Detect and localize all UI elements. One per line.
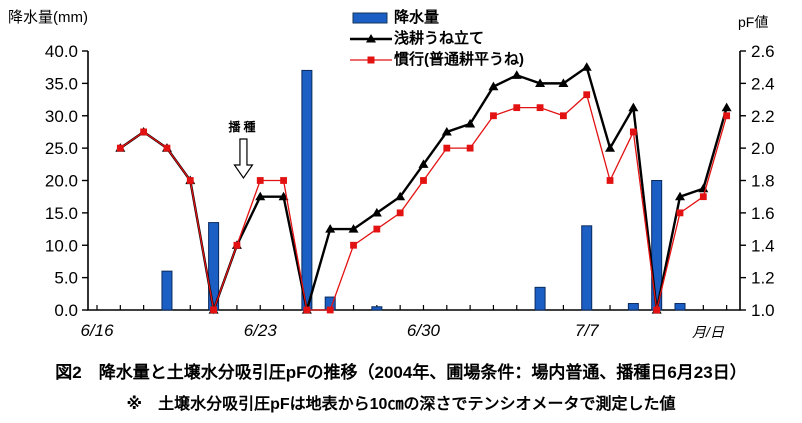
square-marker — [653, 306, 661, 314]
right-axis-tick-label: 1.8 — [751, 172, 775, 191]
x-axis-tick-label: 6/23 — [244, 321, 278, 340]
square-marker — [420, 177, 427, 184]
triangle-marker — [278, 191, 289, 201]
right-axis-tick-label: 1.4 — [751, 236, 775, 255]
square-marker — [583, 91, 591, 99]
square-marker — [629, 128, 637, 136]
rainfall-swatch-rect — [352, 12, 388, 24]
legend: 降水量 浅耕うね立て 慣行(普通耕平うね) — [350, 8, 524, 70]
triangle-marker — [581, 62, 592, 71]
plot-area: 0.0 5.0 10.0 15.0 20.0 25.0 30.0 35.0 40.0 1.0 1.2… — [45, 42, 775, 340]
square-marker — [233, 241, 241, 249]
triangle-marker — [721, 102, 732, 112]
left-axis-tick-label: 35.0 — [45, 74, 78, 93]
triangle-marker — [371, 207, 382, 217]
square-marker — [536, 104, 544, 112]
left-axis-tick-label: 20.0 — [45, 172, 78, 191]
square-marker-sample — [367, 56, 375, 64]
square-marker — [513, 104, 521, 112]
left-axis-tick-label: 15.0 — [45, 204, 78, 223]
rainfall-pf-chart: 0.0 5.0 10.0 15.0 20.0 25.0 30.0 35.0 40.0 1.0 1.2… — [45, 42, 775, 340]
square-marker — [186, 177, 194, 184]
triangle-marker — [605, 143, 616, 152]
square-marker — [373, 225, 381, 233]
square-marker — [350, 241, 357, 249]
triangle-marker — [348, 224, 359, 233]
right-axis-title: pF値 — [738, 14, 769, 30]
triangle-marker — [675, 191, 685, 201]
rain-bar — [371, 306, 383, 311]
left-axis-tick-label: 30.0 — [45, 107, 78, 126]
left-axis-tick-label: 10.0 — [45, 236, 78, 255]
left-axis-tick-label: 0.0 — [54, 301, 78, 320]
square-marker — [466, 144, 474, 152]
black-triangle-line-swatch-icon — [350, 34, 392, 43]
square-marker — [606, 177, 614, 184]
triangle-marker — [535, 78, 546, 87]
legend-item-shallow-tillage: 浅耕うね立て — [350, 29, 524, 49]
triangle-marker — [488, 81, 499, 91]
left-axis-tick-label: 25.0 — [45, 139, 78, 158]
rain-bar — [674, 303, 686, 311]
rain-bar — [534, 286, 546, 311]
right-axis-tick-label: 2.4 — [751, 74, 775, 93]
legend-item-rainfall: 降水量 — [350, 8, 524, 28]
triangle-marker — [395, 191, 406, 201]
sowing-down-arrow-icon — [233, 138, 254, 180]
right-axis-tick-label: 1.0 — [751, 301, 775, 320]
legend-label-rainfall: 降水量 — [394, 9, 440, 26]
triangle-marker — [511, 70, 522, 79]
x-axis-unit-label: 月/日 — [692, 324, 724, 340]
figure-caption-title: 図2 降水量と土壌水分吸引圧pFの推移（2004年、圃場条件：場内普通、播種日6… — [55, 363, 747, 382]
right-axis-tick-label: 2.2 — [751, 107, 775, 126]
right-axis-tick-label: 1.2 — [751, 269, 775, 288]
legend-item-conventional: 慣行(普通耕平うね) — [350, 50, 524, 70]
rainfall-bar-swatch-icon — [352, 12, 388, 24]
right-axis-tick-label: 1.6 — [751, 204, 775, 223]
square-marker — [723, 112, 731, 120]
x-axis-tick-label: 6/30 — [407, 321, 441, 340]
legend-label-shallow-tillage: 浅耕うね立て — [394, 30, 485, 47]
right-axis-tick-label: 2.6 — [751, 42, 775, 61]
square-marker — [396, 209, 404, 217]
rain-bar — [627, 303, 639, 311]
square-marker — [256, 177, 264, 184]
rain-bar — [161, 270, 173, 311]
legend-label-conventional: 慣行(普通耕平うね) — [394, 51, 524, 68]
rain-bar — [581, 225, 593, 311]
square-marker — [303, 306, 311, 314]
figure-caption: 図2 降水量と土壌水分吸引圧pFの推移（2004年、圃場条件：場内普通、播種日6… — [0, 358, 802, 414]
triangle-marker — [255, 191, 266, 201]
triangle-marker — [325, 224, 336, 233]
square-marker — [140, 128, 148, 136]
rain-bar — [301, 69, 313, 311]
square-marker — [676, 209, 684, 217]
triangle-marker — [418, 159, 429, 168]
square-marker — [116, 144, 124, 152]
figure-caption-note: ※ 土壌水分吸引圧pFは地表から10㎝の深さでテンシオメータで測定した値 — [126, 396, 676, 413]
square-marker — [443, 144, 451, 152]
square-marker — [326, 306, 334, 314]
square-marker — [210, 306, 217, 314]
x-axis-tick-label: 7/7 — [575, 321, 599, 340]
sowing-annotation-label: 播種 — [228, 119, 258, 134]
triangle-marker — [628, 102, 639, 112]
right-axis-tick-label: 2.0 — [751, 139, 775, 158]
triangle-marker — [441, 126, 452, 136]
triangle-marker — [558, 78, 569, 87]
left-axis-tick-label: 40.0 — [45, 42, 78, 61]
left-axis-tick-label: 5.0 — [54, 269, 78, 288]
square-marker — [280, 177, 287, 184]
triangle-marker-sample — [366, 34, 376, 43]
square-marker — [699, 193, 707, 201]
square-marker — [560, 112, 567, 120]
x-axis-tick-label: 6/16 — [80, 321, 114, 340]
square-marker — [163, 144, 171, 152]
red-square-line-swatch-icon — [350, 56, 392, 64]
square-marker — [490, 112, 497, 120]
triangle-marker — [465, 118, 476, 128]
left-axis-title: 降水量(mm) — [8, 9, 88, 26]
